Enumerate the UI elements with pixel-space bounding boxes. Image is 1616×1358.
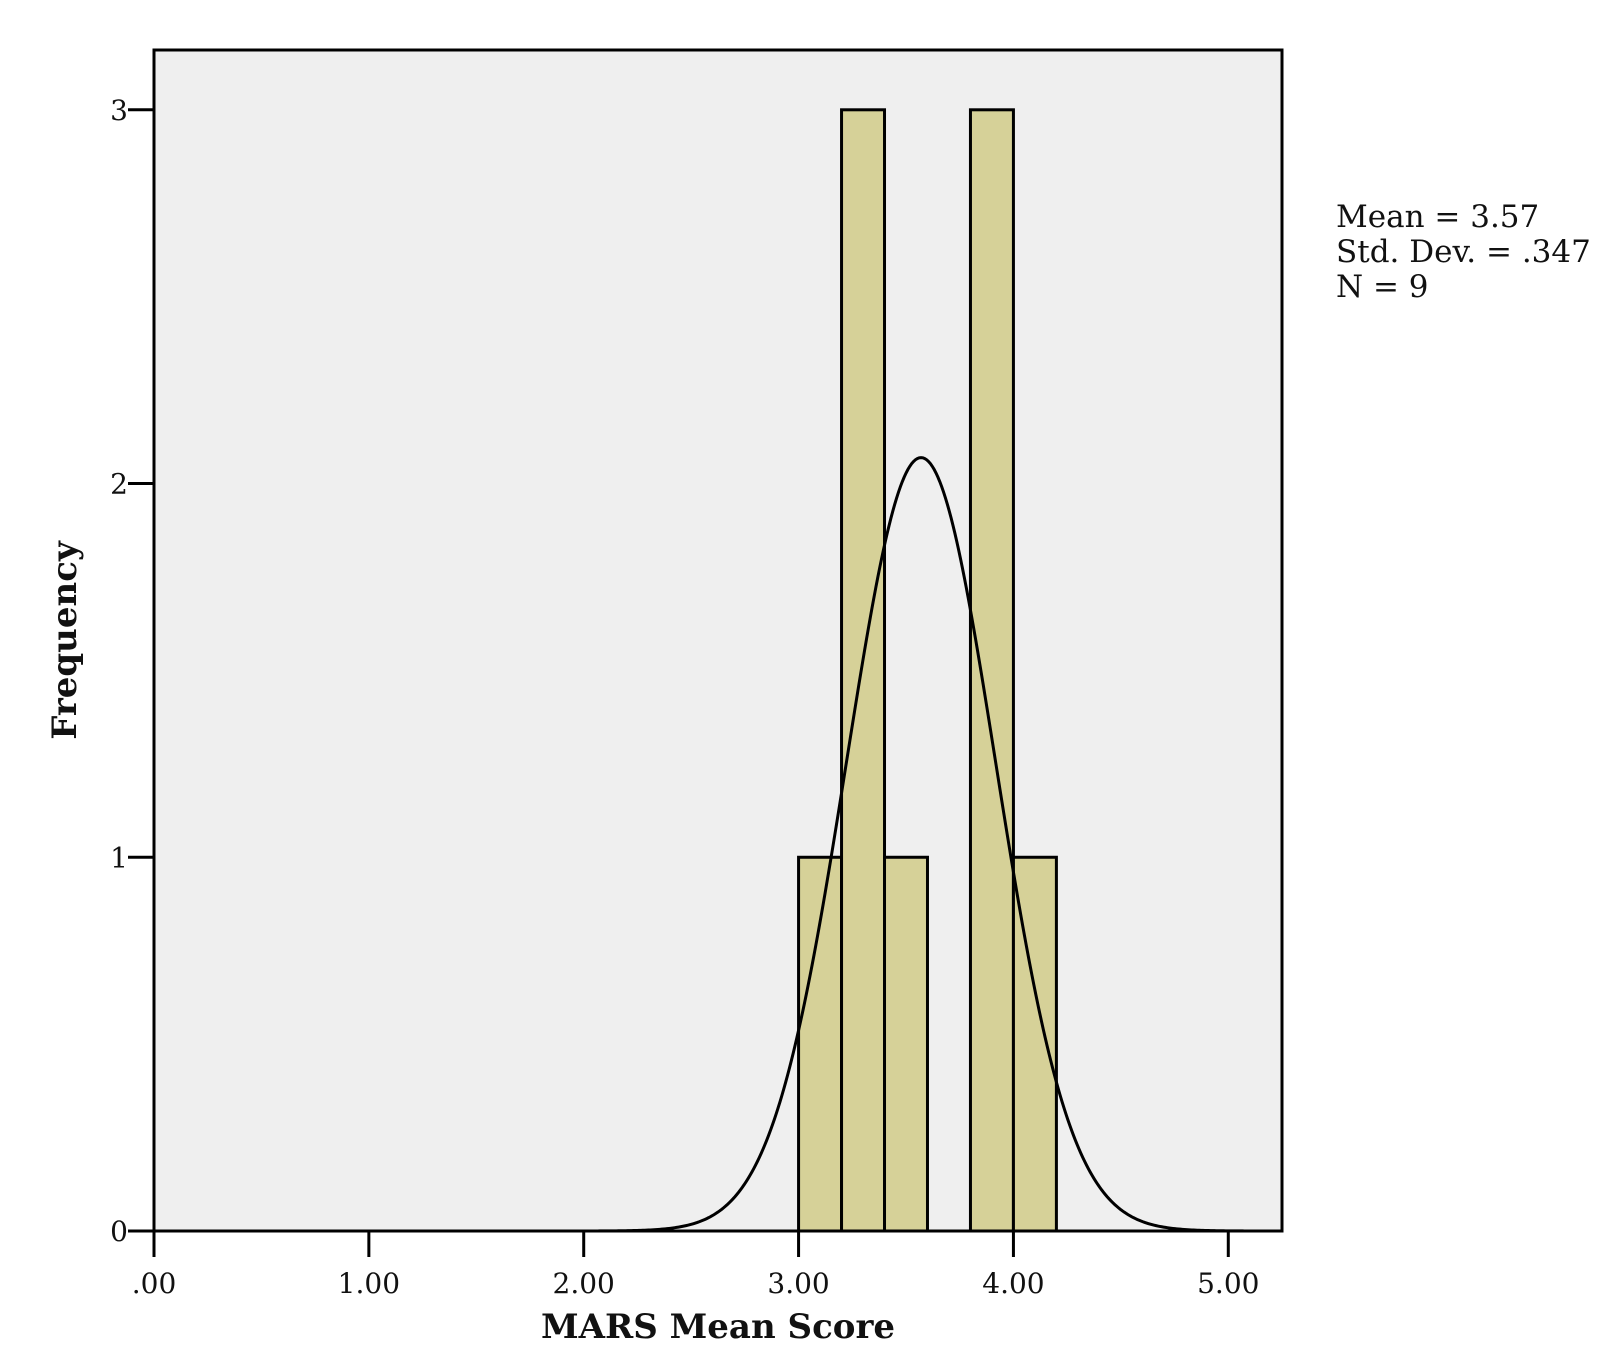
histogram-bar <box>883 855 929 1233</box>
y-tick-label: 2 <box>110 468 128 501</box>
stats-mean: Mean = 3.57 <box>1336 199 1540 235</box>
x-tick-label: 2.00 <box>553 1267 615 1300</box>
x-tick-label: 1.00 <box>338 1267 400 1300</box>
bars-layer <box>797 108 1058 1233</box>
stats-box: Mean = 3.57 Std. Dev. = .347 N = 9 <box>1336 200 1591 305</box>
stats-std-dev: Std. Dev. = .347 <box>1336 234 1591 270</box>
y-axis: 0 1 2 3 <box>110 94 154 1248</box>
histogram-bar <box>968 108 1015 1233</box>
y-tick-label: 3 <box>110 94 128 127</box>
y-axis-title: Frequency <box>45 540 85 740</box>
x-tick-label: 4.00 <box>982 1267 1044 1300</box>
plot-frame <box>152 48 1284 1233</box>
x-axis: .00 1.00 2.00 3.00 4.00 5.00 <box>132 1231 1259 1300</box>
histogram-bar <box>840 108 887 1233</box>
x-tick-label: 3.00 <box>767 1267 829 1300</box>
x-tick-label: 5.00 <box>1197 1267 1259 1300</box>
plot-area <box>154 50 1282 1231</box>
y-tick-label: 0 <box>110 1215 128 1248</box>
x-tick-label: .00 <box>132 1267 177 1300</box>
histogram-bar <box>797 855 844 1233</box>
x-axis-title: MARS Mean Score <box>541 1307 895 1347</box>
stats-n: N = 9 <box>1336 269 1429 305</box>
y-tick-label: 1 <box>110 841 128 874</box>
